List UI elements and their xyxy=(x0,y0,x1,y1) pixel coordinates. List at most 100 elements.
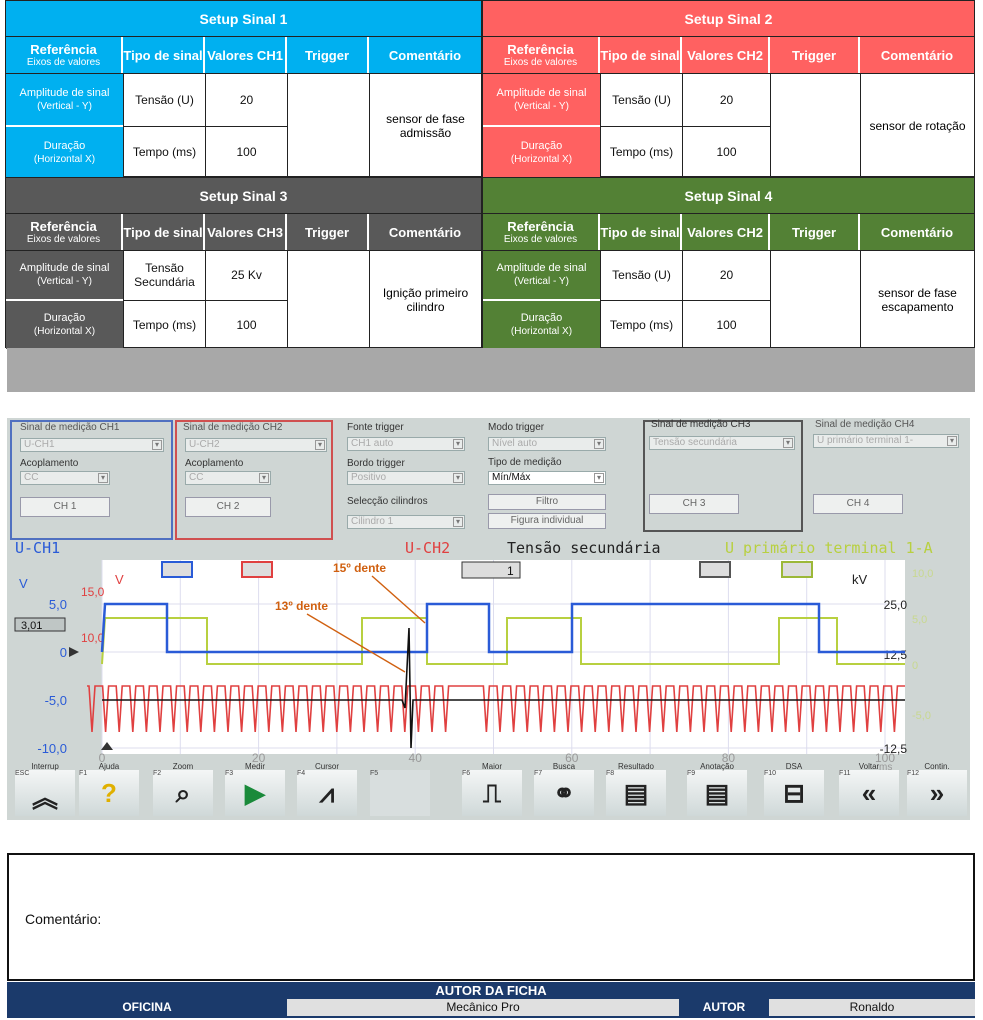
reference-column: Amplitude de sinal (Vertical - Y) Duração… xyxy=(6,251,123,349)
ch2-group xyxy=(175,420,333,540)
x-tick: 20 xyxy=(252,751,266,765)
measure-type-select[interactable]: Mín/Máx ▾ xyxy=(488,471,606,485)
value-duracao: 100 xyxy=(716,317,737,332)
ch1-button[interactable]: CH 1 xyxy=(20,497,110,517)
trace-ch4-title: U primário terminal 1-A xyxy=(725,539,933,557)
value-duracao: 100 xyxy=(716,145,737,160)
header-valores: Valores CH1 xyxy=(205,37,287,73)
y-tick-right-ch4: 0 xyxy=(912,660,918,672)
value-amplitude: 20 xyxy=(206,74,287,127)
ch2-scale: 15,0 xyxy=(81,585,105,599)
fkey-label: DSA xyxy=(785,762,803,771)
y-tick-left: 5,0 xyxy=(49,597,67,612)
single-figure-button[interactable]: Figura individual xyxy=(488,513,606,529)
trace-ch4-line xyxy=(101,617,905,665)
y-tick-right-kv: 12,5 xyxy=(884,648,908,662)
ch2-button[interactable]: CH 2 xyxy=(185,497,271,517)
ref-amplitude: Amplitude de sinal (Vertical - Y) xyxy=(483,74,600,127)
ref-amplitude: Amplitude de sinal (Vertical - Y) xyxy=(6,251,123,301)
fkey-code: ESC xyxy=(15,770,30,777)
type-duracao: Tempo (ms) xyxy=(609,317,674,332)
ch4-label: Sinal de medição CH4 xyxy=(815,419,915,430)
trigger-edge-label: Bordo trigger xyxy=(347,458,405,469)
fkey-f12[interactable]: Contin. F12 » xyxy=(907,762,967,816)
fkey-f2[interactable]: Zoom F2 ⌕ xyxy=(153,762,213,816)
setup-table-4: Setup Sinal 4 Referência Eixos de valores… xyxy=(482,177,975,349)
fkey-f3[interactable]: Medir F3 ▶ xyxy=(225,762,285,816)
fkey-f4[interactable]: Cursor F4 ⩘ xyxy=(297,762,357,816)
fkey-f8[interactable]: Resultado F8 ▤ xyxy=(606,762,666,816)
ch2-scale-2: 10,0 xyxy=(81,631,105,645)
x-tick: 100 xyxy=(875,751,895,765)
y-tick-right-kv: 25,0 xyxy=(884,598,908,612)
header-trigger: Trigger xyxy=(770,37,860,73)
value-column: 20 100 xyxy=(205,74,287,178)
ref-duracao: Duração (Horizontal X) xyxy=(6,127,123,178)
oscilloscope-screen: Sinal de medição CH1 U-CH1 ▾ Acoplamento … xyxy=(7,418,970,820)
setup-table-3: Setup Sinal 3 Referência Eixos de valores… xyxy=(5,177,482,349)
ref-duracao: Duração (Horizontal X) xyxy=(483,127,600,178)
setup-title: Setup Sinal 1 xyxy=(6,1,481,36)
fkey-label: Cursor xyxy=(314,762,339,771)
type-column: Tensão (U) Tempo (ms) xyxy=(600,251,682,349)
value-duracao: 100 xyxy=(236,145,257,160)
ch1-coupling-label: Acoplamento xyxy=(20,458,79,469)
reference-column: Amplitude de sinal (Vertical - Y) Duração… xyxy=(483,74,600,178)
fkey-esc[interactable]: Interrup ESC ︽ xyxy=(15,762,75,816)
cursor-icon: ⩘ xyxy=(319,778,335,808)
trigger-time-marker-icon xyxy=(101,742,113,750)
value-amplitude: 25 Kv xyxy=(206,251,287,301)
ch4-select[interactable]: U primário terminal 1- ▾ xyxy=(813,434,959,448)
header-referencia: Referência Eixos de valores xyxy=(6,37,123,73)
y-tick-right-kv: -12,5 xyxy=(880,742,908,756)
fkey-label: Ajuda xyxy=(98,762,120,771)
fkey-code: F9 xyxy=(687,770,696,777)
fkey-label: Interrup xyxy=(31,762,59,771)
value-amplitude: 20 xyxy=(683,74,770,127)
header-tipo: Tipo de sinal xyxy=(600,37,682,73)
cylinder-select[interactable]: Cilindro 1 ▾ xyxy=(347,515,465,529)
channel-toggle-icon xyxy=(781,561,813,578)
comment-box[interactable]: Comentário: xyxy=(7,853,975,981)
fkey-f10[interactable]: DSA F10 ⊟ xyxy=(764,762,824,816)
y-tick-right-ch4: 5,0 xyxy=(912,614,927,626)
ch3-button[interactable]: CH 3 xyxy=(649,494,739,514)
trigger-mode-select[interactable]: Nível auto ▾ xyxy=(488,437,606,451)
ch4-button[interactable]: CH 4 xyxy=(813,494,903,514)
oficina-value: Mecânico Pro xyxy=(287,999,679,1016)
fkey-label: Busca xyxy=(552,762,576,771)
filter-button[interactable]: Filtro xyxy=(488,494,606,510)
comment-label: Comentário: xyxy=(25,911,102,927)
fkey-f5[interactable]: F5 xyxy=(370,770,430,816)
ch2-label: Sinal de medição CH2 xyxy=(183,422,283,433)
trigger-edge-select[interactable]: Positivo ▾ xyxy=(347,471,465,485)
fkey-f6[interactable]: Maior F6 ⎍ xyxy=(462,762,522,816)
ch2-select[interactable]: U-CH2 ▾ xyxy=(185,438,327,452)
header-comentario: Comentário xyxy=(369,214,481,250)
x-tick: 40 xyxy=(409,751,423,765)
fkey-f9[interactable]: Anotação F9 ▤ xyxy=(687,762,747,816)
fkey-f1[interactable]: Ajuda F1 ? xyxy=(79,762,139,816)
trigger-source-label: Fonte trigger xyxy=(347,422,404,433)
trigger-source-select[interactable]: CH1 auto ▾ xyxy=(347,437,465,451)
header-trigger: Trigger xyxy=(287,37,369,73)
ch1-select[interactable]: U-CH1 ▾ xyxy=(20,438,164,452)
fkey-label: Zoom xyxy=(172,762,194,771)
channel-toggle-icon xyxy=(161,561,193,578)
trigger-cell xyxy=(770,74,860,178)
fkey-label: Maior xyxy=(481,762,502,771)
up-chevron-icon: ︽ xyxy=(31,783,58,813)
fkey-label: Resultado xyxy=(617,762,655,771)
fkey-label: Contin. xyxy=(924,762,950,771)
ch2-coupling-select[interactable]: CC ▾ xyxy=(185,471,271,485)
setup-title: Setup Sinal 2 xyxy=(483,1,974,36)
trigger-indicator-value: 1 xyxy=(507,564,514,578)
fkey-f11[interactable]: Voltar F11 « xyxy=(839,762,899,816)
binoculars-icon: ⚭ xyxy=(553,778,575,808)
author-title: AUTOR DA FICHA xyxy=(435,983,547,998)
fkey-f7[interactable]: Busca F7 ⚭ xyxy=(534,762,594,816)
autor-value: Ronaldo xyxy=(769,999,975,1016)
ch1-coupling-select[interactable]: CC ▾ xyxy=(20,471,110,485)
setup-title: Setup Sinal 4 xyxy=(483,178,974,213)
ch3-select[interactable]: Tensão secundária ▾ xyxy=(649,436,795,450)
